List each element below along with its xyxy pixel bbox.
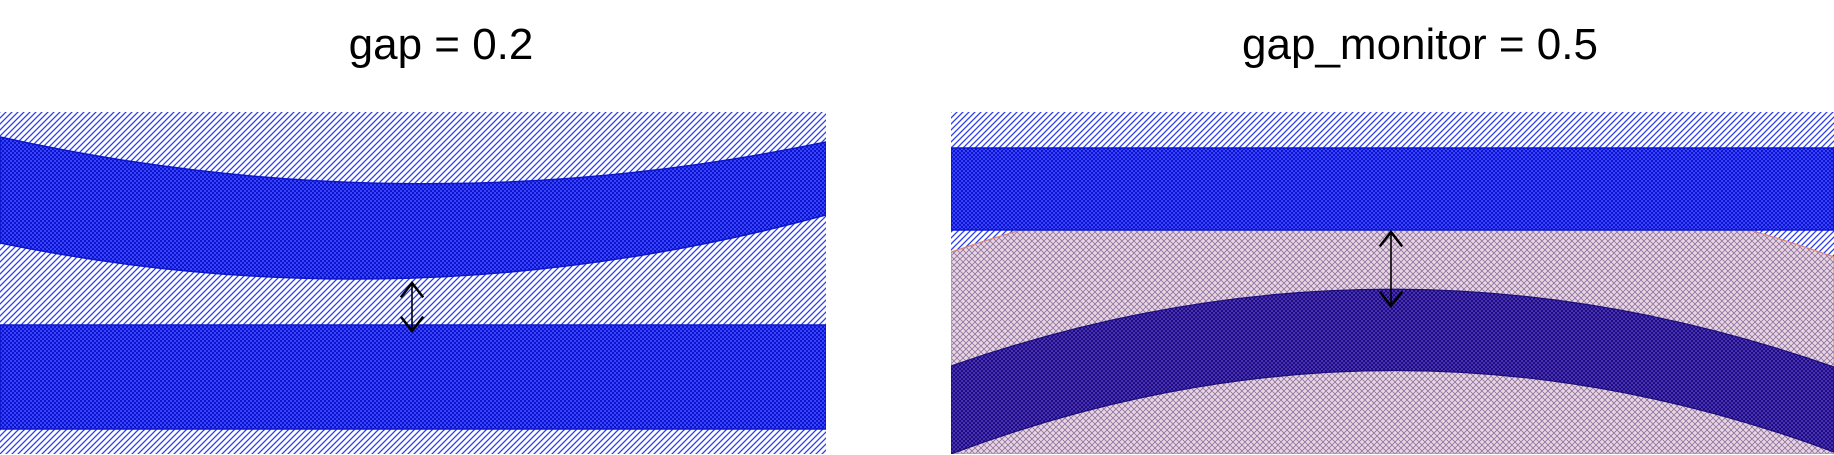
bus-waveguide [0,324,826,430]
ring-waveguide [0,136,826,280]
gap-title: gap = 0.2 [348,20,534,69]
gap-monitor-title: gap_monitor = 0.5 [1242,20,1598,69]
gap-diagram [0,112,826,454]
straight-waveguide [951,147,1834,231]
gap-monitor-diagram [951,112,1834,454]
monitor-ring-core [951,288,1834,454]
